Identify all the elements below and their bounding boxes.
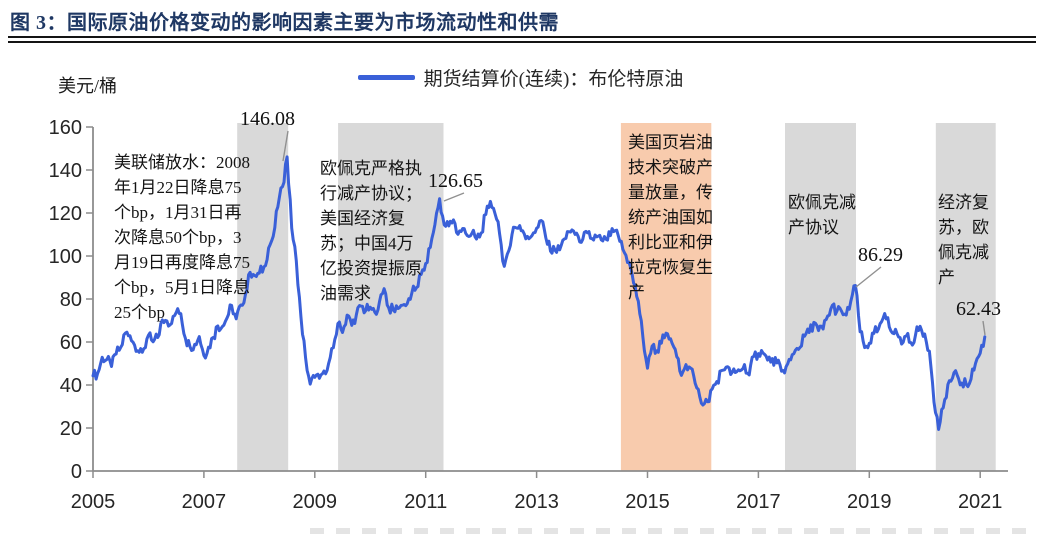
price-point-label: 126.65 [428,170,483,192]
note-opec-strict-cut: 欧佩克严格执 行减产协议； 美国经济复 苏；中国4万 亿投资提振原 油需求 [320,159,422,303]
band-2009-2011-stimulus [338,123,444,471]
price-point-label: 62.43 [956,298,1001,320]
y-tick-label: 60 [60,332,82,354]
band-2017-2018-opec-cut [785,123,856,471]
chart-legend: 期货结算价(连续)：布伦特原油 [0,64,1041,91]
y-tick-label: 140 [49,160,82,182]
brent-price-line [91,155,987,431]
price-point-label: 146.08 [240,108,295,130]
y-tick-label: 0 [71,461,82,483]
x-tick-label: 2005 [71,491,116,513]
note-economic-recovery: 经济复 苏，欧 佩克减 产 [938,193,989,287]
label-leader-line [855,266,882,288]
label-leader-line [282,130,289,162]
note-opec-cut-agreement: 欧佩克减 产协议 [788,193,856,237]
legend-line-swatch [357,75,415,80]
y-tick-label: 160 [49,117,82,139]
x-tick-label: 2019 [847,491,892,513]
label-leader-line [982,320,986,336]
x-tick-label: 2015 [625,491,670,513]
band-2020-2021-recovery [935,123,996,471]
figure-title: 图 3：国际原油价格变动的影响因素主要为市场流动性和供需 [10,12,559,34]
x-tick-label: 2011 [404,491,447,513]
cropped-source-text-artifact [310,528,1037,534]
x-tick-label: 2017 [736,491,781,513]
x-tick-label: 2021 [958,491,1003,513]
y-tick-label: 40 [60,375,82,397]
note-fed-easing: 美联储放水：2008 年1月22日降息75 个bp，1月31日再 次降息50个b… [114,153,250,322]
y-tick-label: 80 [60,289,82,311]
x-tick-label: 2009 [293,491,338,513]
legend-series-label: 期货结算价(连续)：布伦特原油 [423,69,684,90]
y-tick-label: 20 [60,418,82,440]
x-tick-label: 2013 [514,491,559,513]
label-leader-line [443,192,465,202]
y-axis-unit-label: 美元/桶 [58,76,118,96]
y-tick-label: 120 [49,203,82,225]
note-us-shale-breakthrough: 美国页岩油 技术突破产 量放量，传 统产油国如 利比亚和伊 拉克恢复生 产 [628,133,713,302]
x-tick-label: 2007 [182,491,227,513]
price-point-label: 86.29 [858,244,903,266]
y-tick-label: 100 [49,246,82,268]
title-double-rule [8,36,1036,43]
